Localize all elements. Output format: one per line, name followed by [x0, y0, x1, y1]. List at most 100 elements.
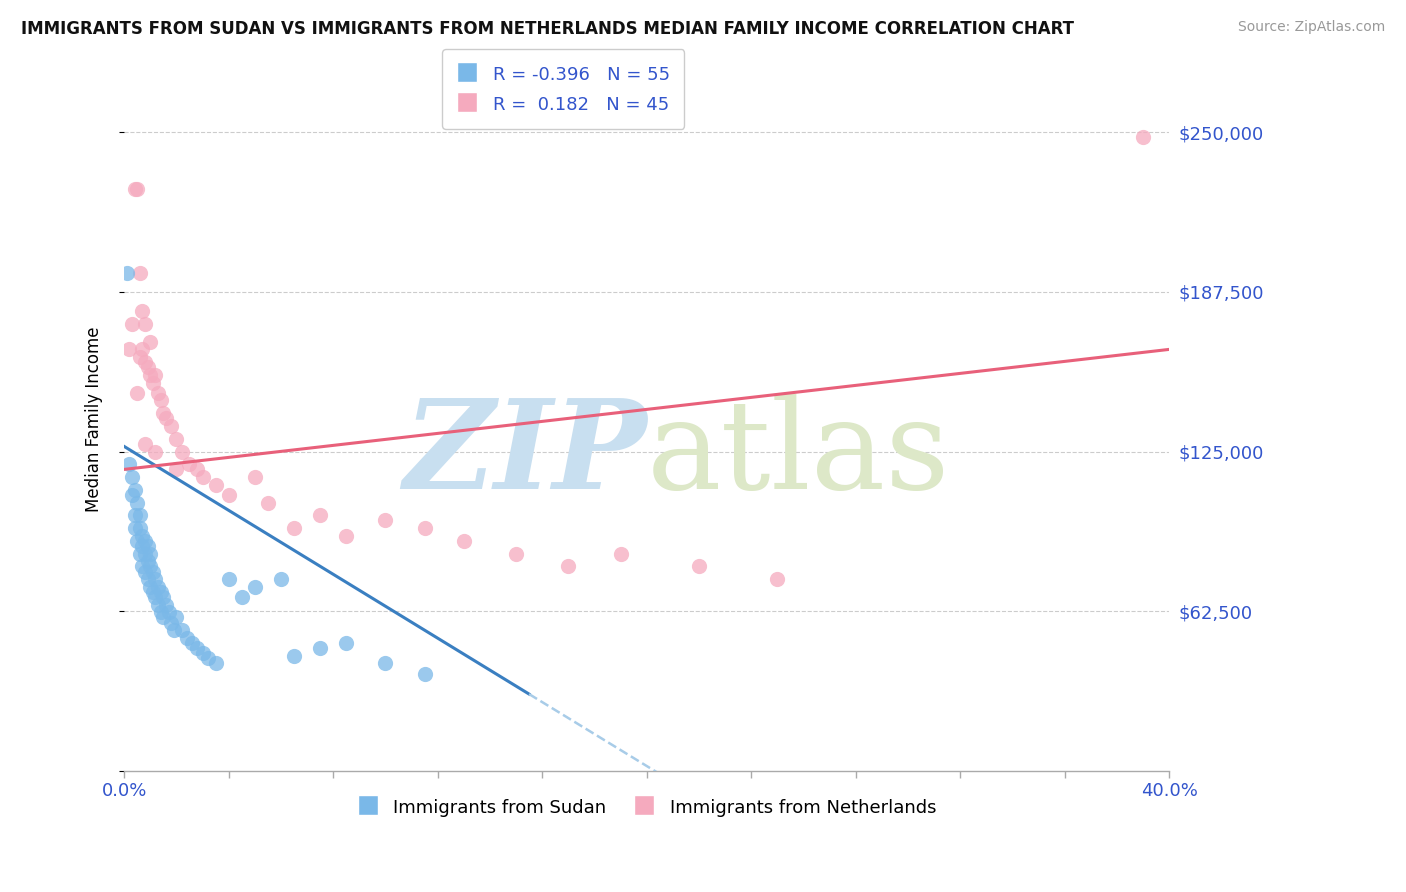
Point — [160, 615, 183, 630]
Point — [557, 559, 579, 574]
Text: ZIP: ZIP — [404, 394, 647, 516]
Point — [128, 508, 150, 523]
Point — [176, 631, 198, 645]
Point — [145, 572, 167, 586]
Point — [191, 646, 214, 660]
Point — [131, 529, 153, 543]
Point — [283, 521, 305, 535]
Point — [124, 521, 146, 535]
Point — [152, 406, 174, 420]
Y-axis label: Median Family Income: Median Family Income — [86, 326, 103, 512]
Point — [127, 181, 149, 195]
Point — [453, 533, 475, 548]
Point — [165, 610, 187, 624]
Point — [152, 590, 174, 604]
Point — [149, 606, 172, 620]
Point — [374, 657, 396, 671]
Point — [128, 266, 150, 280]
Point — [139, 368, 162, 382]
Point — [170, 624, 193, 638]
Point — [155, 411, 177, 425]
Point — [118, 458, 141, 472]
Point — [134, 437, 156, 451]
Point — [139, 580, 162, 594]
Point — [191, 470, 214, 484]
Point — [121, 317, 143, 331]
Point — [146, 385, 169, 400]
Point — [413, 666, 436, 681]
Point — [149, 585, 172, 599]
Point — [170, 444, 193, 458]
Point — [218, 572, 240, 586]
Point — [309, 641, 332, 656]
Point — [136, 554, 159, 568]
Point — [139, 559, 162, 574]
Point — [145, 444, 167, 458]
Point — [142, 565, 165, 579]
Point — [181, 636, 204, 650]
Point — [204, 657, 226, 671]
Point — [134, 547, 156, 561]
Point — [121, 470, 143, 484]
Point — [766, 572, 789, 586]
Point — [127, 495, 149, 509]
Point — [186, 462, 208, 476]
Point — [149, 393, 172, 408]
Point — [124, 483, 146, 497]
Point — [413, 521, 436, 535]
Point — [505, 547, 527, 561]
Point — [243, 580, 266, 594]
Point — [128, 350, 150, 364]
Point — [128, 547, 150, 561]
Point — [115, 266, 138, 280]
Point — [163, 624, 186, 638]
Point — [124, 181, 146, 195]
Point — [186, 641, 208, 656]
Point — [127, 533, 149, 548]
Point — [128, 521, 150, 535]
Point — [309, 508, 332, 523]
Point — [131, 539, 153, 553]
Point — [243, 470, 266, 484]
Point — [1132, 130, 1154, 145]
Point — [139, 547, 162, 561]
Point — [165, 462, 187, 476]
Point — [134, 355, 156, 369]
Point — [335, 636, 357, 650]
Point — [204, 477, 226, 491]
Point — [139, 334, 162, 349]
Point — [197, 651, 219, 665]
Text: atlas: atlas — [647, 394, 950, 516]
Point — [136, 539, 159, 553]
Point — [134, 317, 156, 331]
Point — [283, 648, 305, 663]
Point — [121, 488, 143, 502]
Point — [335, 529, 357, 543]
Point — [131, 304, 153, 318]
Text: IMMIGRANTS FROM SUDAN VS IMMIGRANTS FROM NETHERLANDS MEDIAN FAMILY INCOME CORREL: IMMIGRANTS FROM SUDAN VS IMMIGRANTS FROM… — [21, 20, 1074, 37]
Point — [131, 559, 153, 574]
Point — [179, 458, 201, 472]
Point — [145, 368, 167, 382]
Point — [124, 508, 146, 523]
Point — [688, 559, 710, 574]
Point — [374, 513, 396, 527]
Point — [160, 419, 183, 434]
Point — [146, 598, 169, 612]
Point — [142, 376, 165, 390]
Point — [231, 590, 253, 604]
Point — [127, 385, 149, 400]
Point — [136, 360, 159, 375]
Point — [157, 606, 180, 620]
Text: Source: ZipAtlas.com: Source: ZipAtlas.com — [1237, 20, 1385, 34]
Point — [142, 585, 165, 599]
Point — [155, 598, 177, 612]
Point — [218, 488, 240, 502]
Point — [152, 610, 174, 624]
Legend: Immigrants from Sudan, Immigrants from Netherlands: Immigrants from Sudan, Immigrants from N… — [350, 789, 943, 825]
Point — [131, 343, 153, 357]
Point — [146, 580, 169, 594]
Point — [256, 495, 278, 509]
Point — [145, 590, 167, 604]
Point — [270, 572, 292, 586]
